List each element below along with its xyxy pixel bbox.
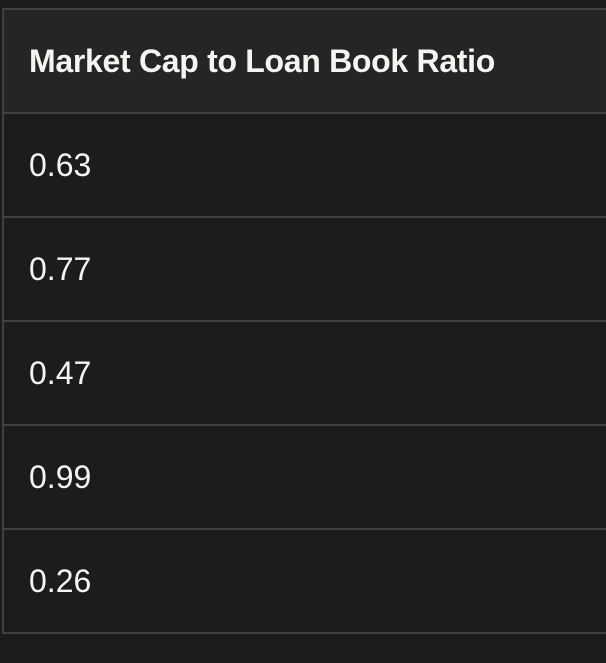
column-header-market-cap-to-loan-book-ratio[interactable]: Market Cap to Loan Book Ratio — [2, 8, 606, 114]
data-table: Market Cap to Loan Book Ratio 0.63 0.77 … — [2, 8, 606, 634]
header-row: Market Cap to Loan Book Ratio — [2, 8, 606, 114]
table-row: 0.47 — [2, 320, 606, 426]
table-cell: 0.26 — [2, 528, 606, 634]
table-row: 0.63 — [2, 112, 606, 218]
table-row: 0.26 — [2, 528, 606, 634]
table-cell: 0.63 — [2, 112, 606, 218]
table-cell: 0.99 — [2, 424, 606, 530]
table-cell: 0.47 — [2, 320, 606, 426]
table-cell: 0.77 — [2, 216, 606, 322]
table-row: 0.99 — [2, 424, 606, 530]
table-row: 0.77 — [2, 216, 606, 322]
